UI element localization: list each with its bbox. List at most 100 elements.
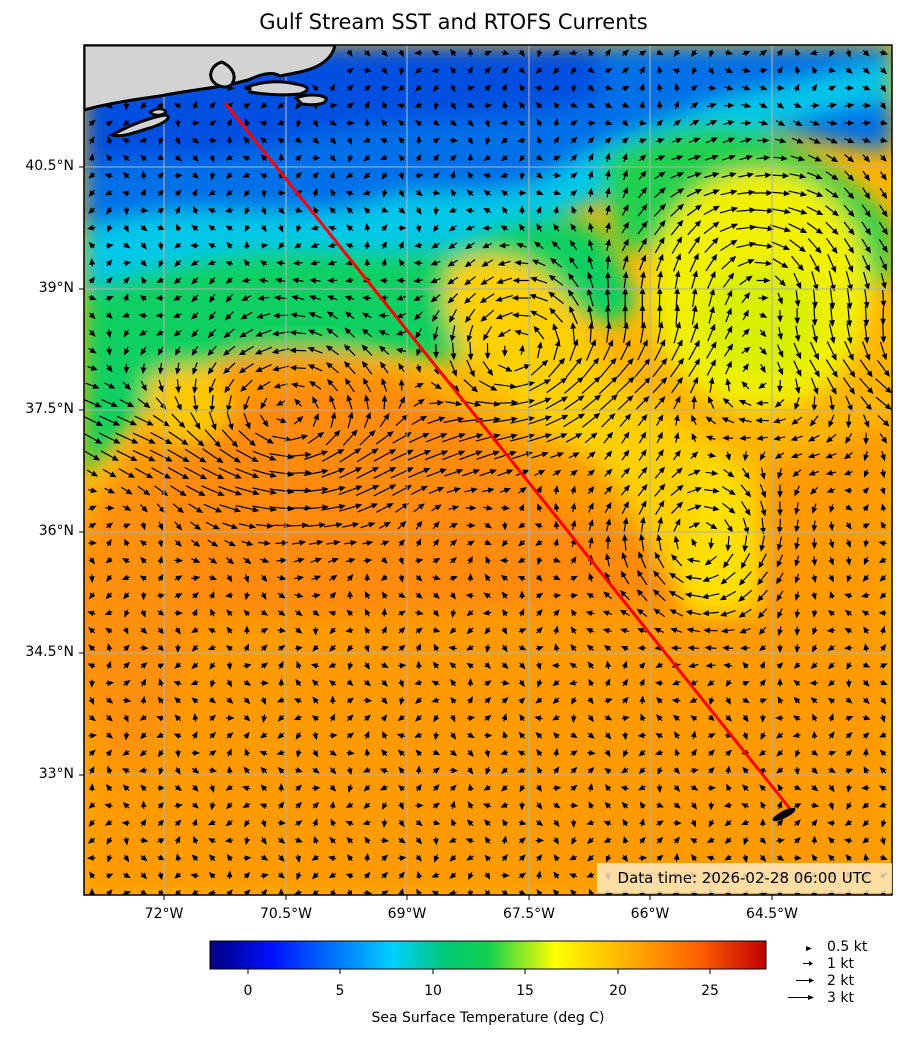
current-arrow	[828, 270, 836, 292]
current-arrow	[671, 697, 681, 704]
current-arrow	[585, 610, 595, 617]
current-arrow	[173, 733, 182, 739]
current-arrow	[431, 680, 440, 687]
current-arrow	[604, 84, 613, 91]
current-arrow	[344, 377, 355, 393]
current-arrow	[225, 557, 235, 565]
current-arrow	[88, 207, 96, 214]
current-arrow	[132, 449, 156, 462]
route-track	[224, 102, 793, 811]
current-arrow	[355, 485, 380, 496]
current-arrow	[449, 854, 457, 862]
current-arrow	[570, 67, 577, 75]
current-arrow	[552, 67, 560, 75]
current-arrow	[622, 287, 629, 307]
current-arrow	[326, 328, 339, 338]
current-arrow	[451, 818, 457, 827]
current-arrow	[425, 433, 448, 443]
current-arrow	[482, 803, 492, 809]
current-arrow	[829, 287, 836, 310]
current-arrow	[701, 593, 720, 600]
current-arrow	[535, 854, 543, 862]
current-arrow	[794, 644, 801, 654]
current-arrow	[311, 854, 319, 861]
current-arrow	[568, 272, 579, 288]
current-arrow	[581, 376, 601, 395]
current-arrow	[483, 504, 494, 511]
lat-tick-label: 37.5°N	[25, 401, 74, 417]
current-arrow	[414, 679, 423, 686]
current-arrow	[673, 49, 681, 57]
current-arrow	[725, 360, 732, 375]
current-arrow	[346, 836, 354, 844]
current-arrow	[364, 118, 371, 127]
current-arrow	[124, 346, 130, 356]
current-arrow	[708, 537, 715, 550]
current-arrow	[656, 854, 664, 862]
current-arrow	[587, 120, 596, 127]
current-arrow	[415, 854, 422, 862]
current-arrow	[122, 312, 130, 318]
current-arrow	[415, 207, 422, 215]
current-arrow	[140, 837, 149, 844]
current-arrow	[777, 696, 784, 704]
current-arrow	[364, 748, 371, 757]
current-arrow	[654, 483, 666, 497]
current-arrow	[414, 242, 423, 248]
current-arrow	[192, 802, 199, 809]
current-arrow	[845, 556, 852, 566]
current-arrow	[707, 270, 716, 290]
current-arrow	[139, 575, 147, 582]
current-arrow	[174, 242, 182, 249]
current-arrow	[755, 172, 772, 179]
current-arrow	[721, 417, 735, 424]
current-arrow	[363, 377, 372, 393]
current-arrow	[345, 802, 354, 808]
current-arrow	[844, 593, 853, 599]
current-arrow	[752, 225, 775, 232]
current-arrow	[603, 837, 612, 843]
current-arrow	[535, 539, 543, 546]
current-arrow	[826, 627, 836, 634]
current-arrow	[192, 592, 199, 599]
current-arrow	[192, 395, 199, 413]
current-arrow	[604, 102, 613, 109]
current-arrow	[570, 819, 577, 828]
current-arrow	[157, 801, 165, 809]
current-arrow	[807, 154, 822, 162]
current-arrow	[432, 538, 440, 547]
current-arrow	[449, 556, 458, 564]
current-arrow	[655, 449, 664, 461]
current-arrow	[346, 120, 355, 126]
current-arrow	[759, 644, 766, 652]
current-arrow	[638, 678, 645, 687]
current-arrow	[259, 750, 268, 757]
current-arrow	[691, 538, 698, 547]
current-arrow	[414, 382, 424, 389]
current-arrow	[294, 592, 304, 599]
current-arrow	[742, 661, 749, 669]
lat-tick-label: 33°N	[38, 766, 74, 782]
current-arrow	[398, 378, 405, 391]
current-arrow	[862, 837, 870, 844]
current-arrow	[260, 242, 269, 249]
current-arrow	[825, 188, 839, 199]
current-arrow	[277, 660, 284, 669]
current-arrow	[500, 225, 509, 232]
current-arrow	[467, 119, 474, 127]
current-arrow	[294, 609, 303, 617]
current-arrow	[105, 592, 113, 600]
current-arrow	[501, 504, 510, 511]
current-arrow	[604, 749, 611, 758]
current-arrow	[243, 189, 250, 198]
current-arrow	[740, 501, 751, 516]
current-arrow	[329, 695, 336, 705]
current-arrow	[172, 312, 182, 318]
current-arrow	[789, 239, 806, 253]
current-arrow	[481, 259, 493, 267]
current-arrow	[105, 295, 114, 302]
current-arrow	[707, 323, 716, 342]
current-arrow	[654, 220, 666, 236]
current-arrow	[879, 433, 888, 444]
current-arrow	[102, 468, 117, 478]
